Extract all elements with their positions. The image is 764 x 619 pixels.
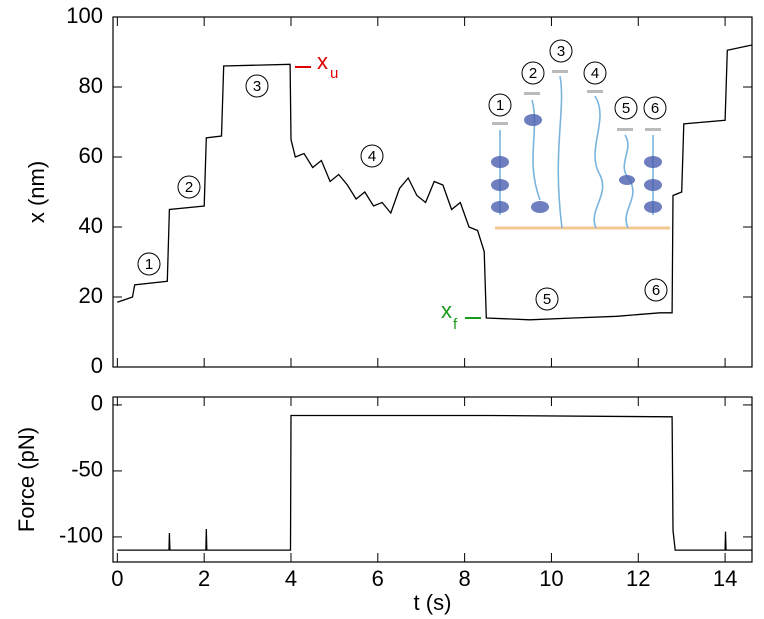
annotation-label: 3	[253, 78, 261, 95]
annotation-label: 2	[185, 179, 193, 196]
annotation-circle	[549, 39, 573, 63]
annotation-circle	[643, 96, 667, 120]
data-line	[117, 44, 753, 321]
y-tick-label: 60	[79, 143, 103, 168]
y-tick-label: -50	[71, 457, 103, 482]
y-tick-label: 80	[79, 73, 103, 98]
annotation-label: 1	[145, 256, 153, 273]
annotation-label: 1	[496, 97, 504, 114]
annotation-circle	[360, 144, 384, 168]
x-axis-label: t (s)	[414, 590, 452, 615]
annotation-label: 6	[651, 100, 659, 117]
marker-label: x	[441, 298, 452, 323]
y-tick-label: 40	[79, 213, 103, 238]
annotation-circle	[614, 96, 638, 120]
annotation-label: 2	[529, 65, 537, 82]
annotation-circle	[245, 74, 269, 98]
data-line	[117, 414, 752, 551]
y-axis-label: x (nm)	[24, 161, 49, 223]
annotation-circle	[488, 93, 512, 117]
x-tick-label: 6	[372, 566, 384, 591]
x-tick-label: 10	[539, 566, 563, 591]
annotation-label: 4	[368, 148, 376, 165]
annotation-label: 5	[622, 100, 630, 117]
annotation-circle	[583, 61, 607, 85]
x-tick-label: 2	[198, 566, 210, 591]
annotation-circle	[137, 252, 161, 276]
annotation-circle	[521, 61, 545, 85]
y-tick-label: -100	[59, 523, 103, 548]
inset-illustration	[491, 70, 670, 230]
y-axis-label: Force (pN)	[14, 427, 39, 532]
y-tick-label: 0	[91, 391, 103, 416]
annotation-label: 3	[557, 43, 565, 60]
x-tick-label: 12	[626, 566, 650, 591]
x-tick-label: 14	[713, 566, 737, 591]
annotation-label: 5	[543, 291, 551, 308]
marker-subscript: u	[330, 65, 338, 82]
annotation-circle	[177, 175, 201, 199]
annotation-label: 4	[591, 65, 599, 82]
x-tick-label: 4	[285, 566, 297, 591]
y-tick-label: 100	[66, 3, 103, 28]
marker-label: x	[317, 49, 328, 74]
annotation-label: 6	[652, 282, 660, 299]
y-tick-label: 0	[91, 353, 103, 378]
marker-subscript: f	[453, 316, 458, 333]
level-marker: xf	[441, 298, 481, 333]
annotation-circle	[535, 287, 559, 311]
plot-frame	[112, 16, 753, 368]
x-tick-label: 8	[458, 566, 470, 591]
plot-frame	[112, 396, 753, 563]
y-tick-label: 20	[79, 283, 103, 308]
annotation-circle	[644, 278, 668, 302]
x-tick-label: 0	[111, 566, 123, 591]
